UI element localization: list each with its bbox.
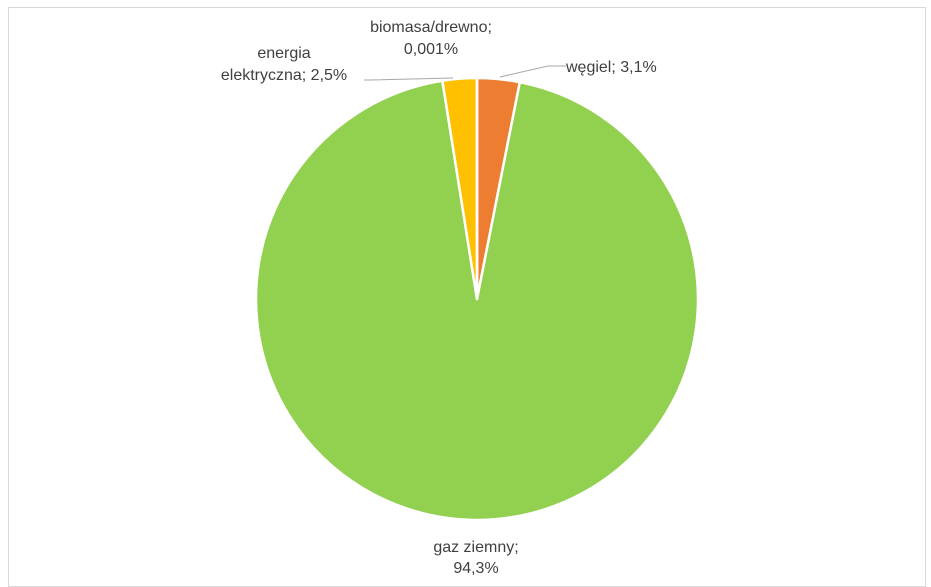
label-energia-line2: elektryczna; 2,5% [221,67,347,84]
label-wegiel: węgiel; 3,1% [565,59,657,76]
label-biomasa-line2: 0,001% [404,41,458,58]
label-gaz-line2: 94,3% [453,560,498,577]
leader-line-energia [364,78,453,80]
label-energia-line1: energia [257,45,310,62]
pie-slices [256,78,698,520]
leader-line-wegiel [500,66,566,77]
label-biomasa-line1: biomasa/drewno; [370,19,492,36]
label-gaz-line1: gaz ziemny; [433,539,518,556]
